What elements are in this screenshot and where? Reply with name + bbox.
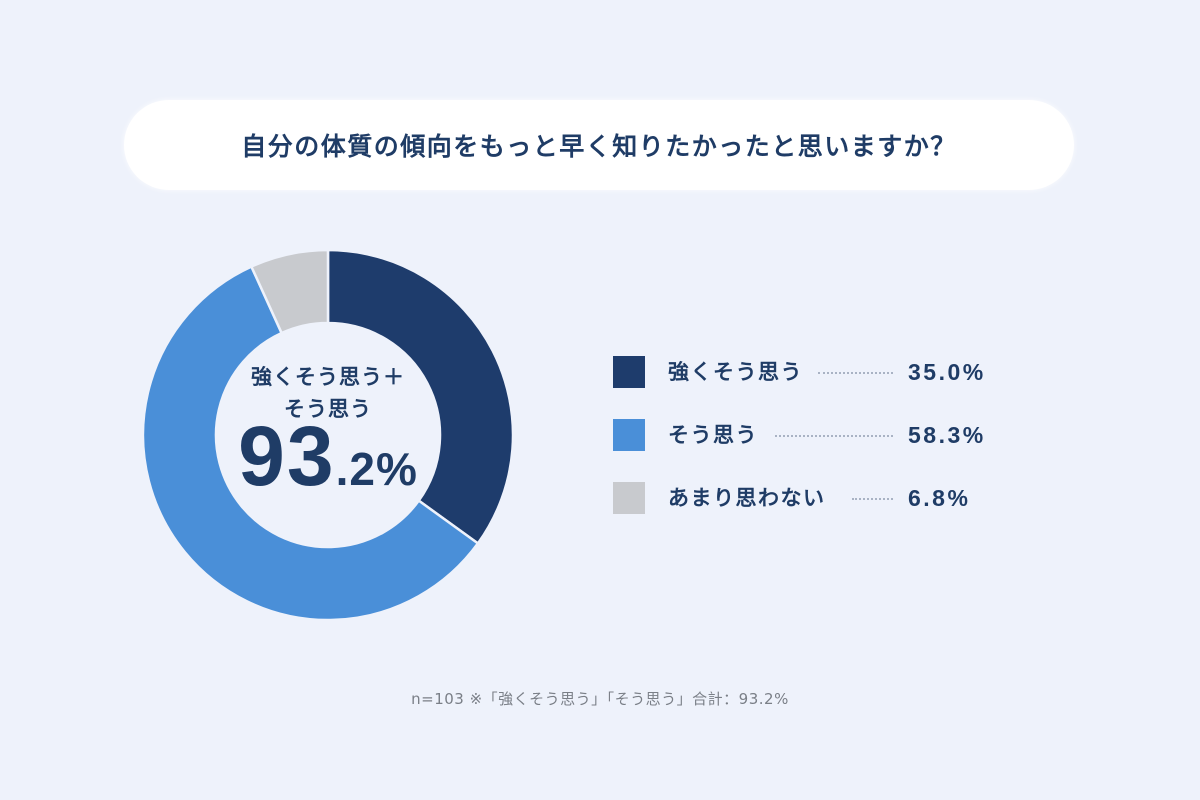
question-title: 自分の体質の傾向をもっと早く知りたかったと思いますか？ (241, 132, 957, 161)
center-value-integer: 93 (238, 409, 336, 503)
legend-value: 35.0% (908, 359, 986, 385)
legend-swatch-icon (613, 356, 645, 388)
donut-chart: 強くそう思う＋ そう思う 93.2% (141, 248, 515, 622)
dotted-leader (818, 372, 893, 374)
legend-label: そう思う (668, 423, 758, 447)
legend-value: 58.3% (908, 422, 986, 448)
legend-swatch-icon (613, 482, 645, 514)
center-label-line2: そう思う (284, 397, 372, 421)
legend-swatch-icon (613, 419, 645, 451)
question-title-banner: 自分の体質の傾向をもっと早く知りたかったと思いますか？ (124, 100, 1074, 190)
center-label-line1: 強くそう思う＋ (251, 365, 405, 389)
legend-label: あまり思わない (668, 486, 826, 510)
donut-slice-agree (141, 264, 480, 622)
donut-chart-svg (141, 248, 515, 622)
legend-item-strong-agree: 強くそう思う 35.0% (613, 356, 1013, 388)
center-value-decimal: .2% (335, 443, 418, 495)
legend-label: 強くそう思う (668, 360, 803, 384)
donut-slice-disagree (249, 248, 330, 335)
center-total-value: 93.2% (143, 414, 513, 498)
dotted-leader (852, 498, 893, 500)
legend-value: 6.8% (908, 485, 971, 511)
footnote: n=103 ※「強くそう思う」「そう思う」合計：93.2% (411, 690, 789, 708)
dotted-leader (775, 435, 893, 437)
legend-item-agree: そう思う 58.3% (613, 419, 1013, 451)
donut-center-label: 強くそう思う＋ そう思う 93.2% (143, 250, 513, 620)
donut-slice-strong-agree (326, 248, 515, 546)
donut-hole (217, 324, 439, 546)
legend-item-disagree: あまり思わない 6.8% (613, 482, 1013, 514)
